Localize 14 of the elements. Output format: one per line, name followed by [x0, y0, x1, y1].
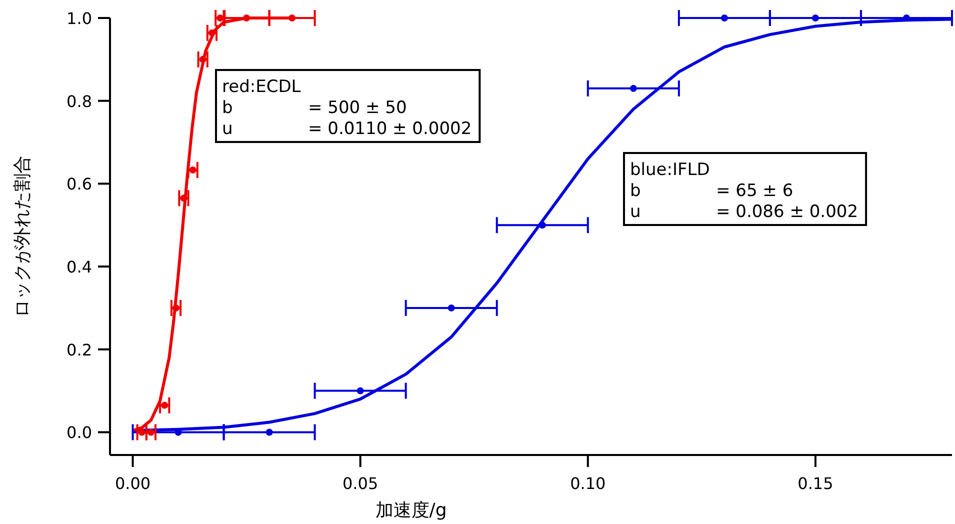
y-tick-label: 0.4	[66, 258, 92, 277]
x-tick-label: 0.05	[342, 474, 378, 493]
x-tick-label: 0.10	[570, 474, 606, 493]
annotation: blue:IFLD b = 65 ± 6 u = 0.086 ± 0.002	[623, 152, 868, 226]
y-axis-title: ロックが外れた割合	[12, 156, 33, 318]
x-tick-label: 0.15	[798, 474, 834, 493]
y-tick-label: 0.0	[66, 423, 92, 442]
y-tick-label: 1.0	[66, 9, 92, 28]
x-axis-title: 加速度/g	[375, 500, 447, 521]
x-tick-label: 0.00	[114, 474, 151, 493]
y-tick-label: 0.6	[66, 174, 92, 194]
y-tick-label: 0.8	[66, 92, 92, 111]
y-tick-label: 0.2	[66, 340, 92, 360]
annotation: red:ECDL b = 500 ± 50 u = 0.0110 ± 0.0002	[215, 69, 481, 143]
